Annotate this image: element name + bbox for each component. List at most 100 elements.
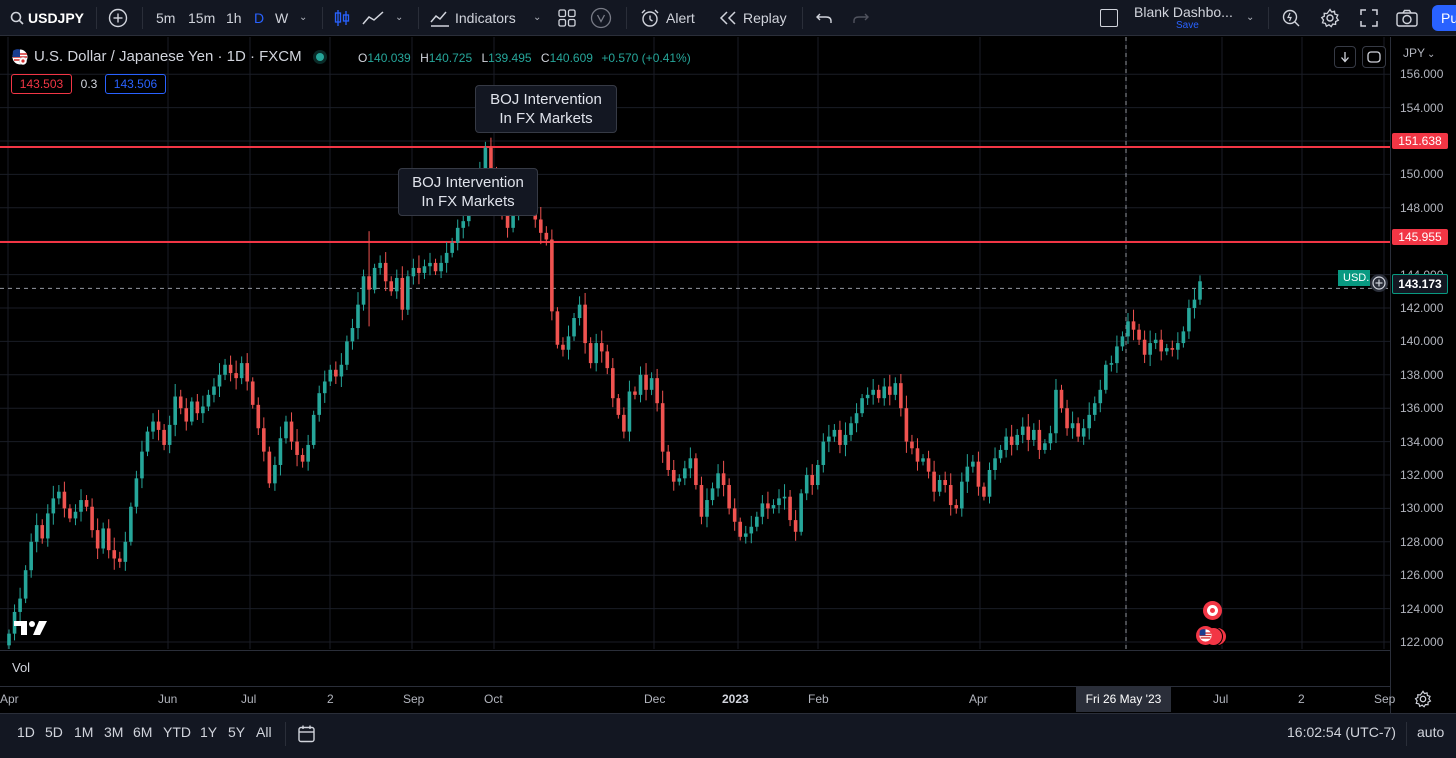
publish-button[interactable]: Pu xyxy=(1432,5,1456,31)
templates-icon xyxy=(590,7,612,28)
candle-body xyxy=(394,277,399,292)
candle-body xyxy=(350,328,355,342)
us-flag-icon xyxy=(12,48,28,65)
redo-button[interactable] xyxy=(852,0,870,35)
candle-body xyxy=(45,513,50,539)
interval-dropdown[interactable]: ⌄ xyxy=(299,0,307,35)
chart-pane[interactable] xyxy=(0,37,1390,649)
layout-grid-button[interactable] xyxy=(558,0,576,35)
undo-button[interactable] xyxy=(815,0,833,35)
candle-body xyxy=(755,516,759,527)
clock-timezone[interactable]: 16:02:54 (UTC-7) xyxy=(1287,724,1396,740)
axis-settings-button[interactable] xyxy=(1414,690,1432,711)
interval-5m[interactable]: 5m xyxy=(156,9,176,26)
event-marker[interactable] xyxy=(1203,601,1222,620)
add-alert-button[interactable] xyxy=(1370,274,1388,292)
alert-button[interactable]: Alert xyxy=(640,0,695,35)
chart-type-dropdown[interactable]: ⌄ xyxy=(395,0,403,35)
interval-d[interactable]: D xyxy=(254,9,265,26)
currency-selector[interactable]: JPY ⌄ xyxy=(1403,46,1436,60)
indicators-dropdown[interactable]: ⌄ xyxy=(533,0,541,35)
candle-body xyxy=(278,438,283,465)
candle-body xyxy=(156,421,161,430)
candle-body xyxy=(899,383,903,409)
quick-search-button[interactable] xyxy=(1281,0,1301,35)
sell-price-button[interactable]: 143.503 xyxy=(11,74,72,94)
range-1y[interactable]: 1Y xyxy=(200,724,218,740)
indicators-button[interactable]: Indicators xyxy=(430,0,516,35)
candle-body xyxy=(865,394,870,399)
candle-body xyxy=(444,252,449,263)
interval-w[interactable]: W xyxy=(275,9,289,26)
candle-body xyxy=(904,408,909,442)
candle-body xyxy=(1126,321,1130,337)
price-tick-label: 134.000 xyxy=(1400,434,1444,449)
candle-body xyxy=(345,341,349,365)
candle-body xyxy=(256,404,261,429)
range-3m[interactable]: 3M xyxy=(104,724,124,740)
scroll-to-latest-button[interactable] xyxy=(1334,46,1356,68)
candlestick-chart[interactable] xyxy=(0,37,1390,649)
candle-body xyxy=(1076,423,1080,437)
candle-body xyxy=(699,485,704,517)
save-label[interactable]: Save xyxy=(1176,20,1199,31)
candle-body xyxy=(854,413,859,424)
layout-checkbox[interactable] xyxy=(1100,0,1118,35)
range-5y[interactable]: 5Y xyxy=(228,724,246,740)
range-1m[interactable]: 1M xyxy=(74,724,94,740)
annotation-boj-intervention[interactable]: BOJ Intervention In FX Markets xyxy=(398,168,538,216)
candle-body xyxy=(555,311,560,345)
range-all[interactable]: All xyxy=(256,724,272,740)
candle-body xyxy=(201,406,205,414)
candle-body xyxy=(655,378,659,404)
candle-body xyxy=(644,374,648,390)
candle-body xyxy=(633,391,637,395)
candle-body xyxy=(1037,429,1042,450)
candle-body xyxy=(295,441,299,455)
interval-15m[interactable]: 15m xyxy=(188,9,216,26)
symbol-price-tag: USD... xyxy=(1338,270,1370,286)
templates-button[interactable] xyxy=(590,0,612,35)
settings-button[interactable] xyxy=(1320,0,1340,35)
candle-body xyxy=(599,343,604,352)
line-type-button[interactable] xyxy=(362,0,384,35)
candle-body xyxy=(876,389,881,399)
chart-legend[interactable]: U.S. Dollar / Japanese Yen · 1D · FXCM xyxy=(12,48,324,65)
annotation-boj-intervention[interactable]: BOJ Intervention In FX Markets xyxy=(475,85,617,133)
range-5d[interactable]: 5D xyxy=(45,724,63,740)
layout-name[interactable]: Blank Dashbo... Save xyxy=(1134,4,1244,31)
candle-body xyxy=(716,473,720,489)
price-tick-label: 132.000 xyxy=(1400,468,1444,482)
search-icon xyxy=(10,11,24,25)
fullscreen-button[interactable] xyxy=(1360,0,1378,35)
buy-price-button[interactable]: 143.506 xyxy=(105,74,166,94)
maximize-pane-button[interactable] xyxy=(1362,46,1386,68)
candles-type-button[interactable] xyxy=(334,0,350,35)
layout-dropdown[interactable]: ⌄ xyxy=(1246,0,1254,35)
range-1d[interactable]: 1D xyxy=(17,724,35,740)
range-ytd[interactable]: YTD xyxy=(163,724,191,740)
candle-body xyxy=(212,386,216,395)
auto-scale-toggle[interactable]: auto xyxy=(1417,724,1445,740)
open-value: 140.039 xyxy=(367,51,411,65)
candle-body xyxy=(7,633,11,646)
candles-icon xyxy=(334,9,350,26)
compare-symbol-button[interactable] xyxy=(108,0,128,35)
replay-button[interactable]: Replay xyxy=(719,0,787,35)
candle-body xyxy=(538,219,543,233)
range-6m[interactable]: 6M xyxy=(133,724,153,740)
snapshot-button[interactable] xyxy=(1396,0,1418,35)
candle-body xyxy=(190,401,194,422)
candle-body xyxy=(827,436,831,442)
candle-body xyxy=(793,520,798,532)
candle-body xyxy=(90,506,94,531)
interval-1h[interactable]: 1h xyxy=(226,9,242,26)
time-label-year: 2023 xyxy=(722,692,749,706)
time-axis[interactable] xyxy=(0,686,1390,713)
economic-events-marker[interactable] xyxy=(1196,626,1230,646)
price-axis[interactable]: JPY ⌄ xyxy=(1390,37,1456,713)
candle-body xyxy=(671,469,676,482)
volume-pane[interactable]: Vol xyxy=(0,650,1390,686)
symbol-search[interactable]: USDJPY xyxy=(10,0,84,35)
go-to-date-button[interactable] xyxy=(297,724,317,747)
